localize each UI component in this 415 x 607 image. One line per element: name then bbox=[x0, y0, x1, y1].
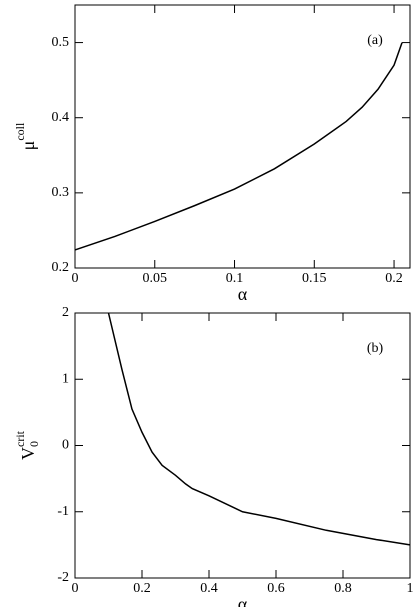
x-tick-label: 0.2 bbox=[133, 581, 151, 596]
plot-frame bbox=[74, 4, 411, 269]
x-tick-label: 0.4 bbox=[200, 581, 218, 596]
y-tick-label: 0 bbox=[62, 438, 69, 453]
x-tick-label: 0 bbox=[72, 271, 79, 286]
y-tick-label: 1 bbox=[62, 371, 69, 386]
y-label-base: μ bbox=[18, 141, 38, 151]
annotation: (b) bbox=[367, 341, 384, 356]
x-tick-label: 0.8 bbox=[334, 581, 352, 596]
y-axis-label: μcoll bbox=[13, 122, 38, 150]
x-tick-label: 0.05 bbox=[143, 271, 168, 286]
y-tick-label: -1 bbox=[57, 504, 69, 519]
y-tick-label: 0.2 bbox=[52, 260, 70, 275]
x-axis-label: α bbox=[238, 594, 248, 607]
y-tick-label: 2 bbox=[62, 305, 69, 320]
y-tick-label: -2 bbox=[57, 570, 69, 585]
x-tick-label: 0.2 bbox=[385, 271, 403, 286]
annotation: (a) bbox=[367, 33, 383, 48]
x-tick-label: 0.6 bbox=[267, 581, 285, 596]
y-label-sub: 0 bbox=[27, 441, 41, 447]
y-label-sup: coll bbox=[13, 122, 27, 141]
y-axis-label: V0crit bbox=[13, 430, 41, 460]
x-tick-label: 0 bbox=[72, 581, 79, 596]
data-line bbox=[74, 42, 403, 251]
x-tick-label: 1 bbox=[407, 581, 414, 596]
y-tick-label: 0.3 bbox=[52, 185, 70, 200]
plot-frame bbox=[74, 312, 411, 579]
data-line bbox=[107, 312, 411, 546]
x-axis-label: α bbox=[238, 284, 248, 304]
x-tick-label: 0.15 bbox=[302, 271, 327, 286]
y-label-sup: crit bbox=[13, 430, 27, 447]
y-tick-label: 0.4 bbox=[52, 110, 70, 125]
y-label-base: V bbox=[18, 447, 38, 460]
x-tick-label: 0.1 bbox=[226, 271, 244, 286]
y-tick-label: 0.5 bbox=[52, 35, 70, 50]
